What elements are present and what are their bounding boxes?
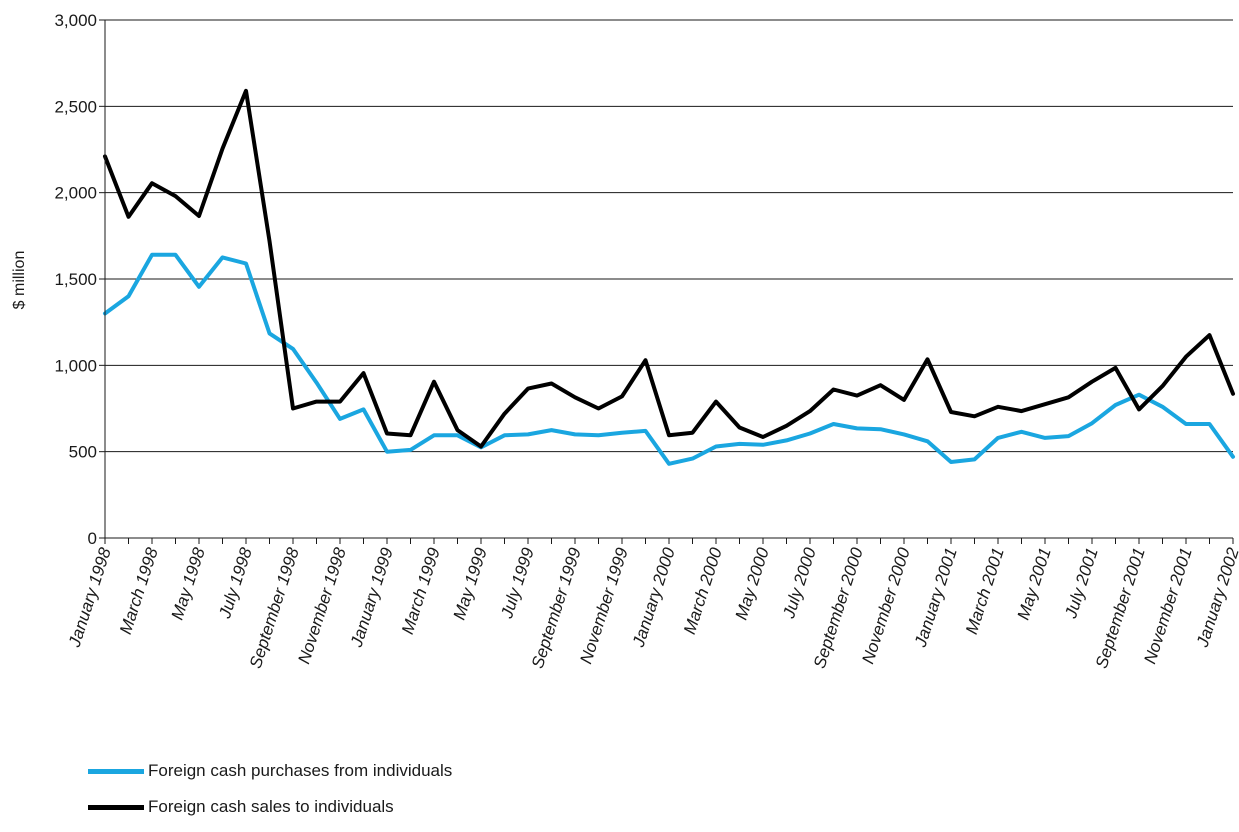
y-tick-label: 2,000 xyxy=(54,184,97,203)
legend-swatch-sales xyxy=(88,804,144,810)
x-tick-label: July 2001 xyxy=(1061,545,1102,621)
x-tick-label: November 1998 xyxy=(294,545,350,666)
x-tick-label: July 1998 xyxy=(215,545,256,622)
x-tick-label: September 1998 xyxy=(246,545,303,671)
x-tick-label: March 2000 xyxy=(680,545,726,637)
x-tick-label: January 1998 xyxy=(65,545,115,650)
y-axis-ticks: 0 500 1,000 1,500 2,000 2,500 3,000 xyxy=(54,11,105,548)
legend: Foreign cash purchases from individuals … xyxy=(88,760,452,832)
legend-item-sales: Foreign cash sales to individuals xyxy=(88,796,452,818)
x-tick-label: September 1999 xyxy=(528,545,585,671)
x-axis-ticks: January 1998 March 1998 May 1998 July 1998S… xyxy=(65,538,1239,671)
legend-label-purchases: Foreign cash purchases from individuals xyxy=(148,761,453,780)
x-tick-label: January 2001 xyxy=(911,545,961,650)
x-tick-label: November 1999 xyxy=(576,545,632,666)
y-tick-label: 1,000 xyxy=(54,356,97,375)
x-tick-label: July 1999 xyxy=(497,545,538,622)
x-tick-label: July 2000 xyxy=(779,545,820,622)
legend-swatch-purchases xyxy=(88,768,144,774)
x-tick-label: September 2001 xyxy=(1092,545,1149,670)
y-axis-title: $ million xyxy=(11,251,28,310)
legend-label-sales: Foreign cash sales to individuals xyxy=(148,797,394,816)
y-tick-label: 3,000 xyxy=(54,11,97,30)
x-tick-label: November 2001 xyxy=(1140,545,1195,666)
x-tick-label: March 1998 xyxy=(116,545,162,637)
legend-item-purchases: Foreign cash purchases from individuals xyxy=(88,760,452,782)
x-tick-label: September 2000 xyxy=(810,545,867,671)
x-tick-label: January 2000 xyxy=(629,545,679,650)
series-line-purchases xyxy=(103,252,1235,466)
x-tick-label: May 2000 xyxy=(732,545,773,622)
y-tick-label: 2,500 xyxy=(54,97,97,116)
gridlines xyxy=(105,19,1233,453)
x-tick-label: January 2002 xyxy=(1193,545,1239,650)
x-tick-label: March 2001 xyxy=(962,545,1008,636)
x-tick-label: May 1999 xyxy=(450,545,491,622)
series-line-sales xyxy=(103,88,1235,449)
series-lines xyxy=(103,88,1235,466)
x-tick-label: May 1998 xyxy=(168,545,209,622)
x-tick-label: March 1999 xyxy=(398,545,444,637)
x-tick-label: May 2001 xyxy=(1014,545,1055,622)
y-tick-label: 1,500 xyxy=(54,270,97,289)
y-tick-label: 500 xyxy=(69,443,97,462)
x-tick-label: November 2000 xyxy=(858,545,914,666)
x-tick-label: January 1999 xyxy=(347,545,397,650)
y-tick-label: 0 xyxy=(88,529,97,548)
